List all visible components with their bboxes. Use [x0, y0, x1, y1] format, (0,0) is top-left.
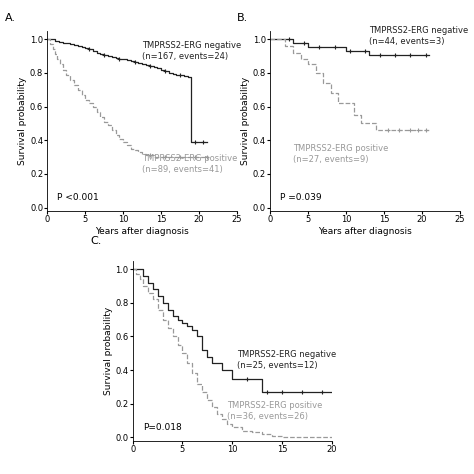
- Text: P =0.039: P =0.039: [280, 193, 321, 202]
- Y-axis label: Survival probability: Survival probability: [241, 77, 250, 165]
- Text: B.: B.: [237, 13, 248, 23]
- X-axis label: Years after diagnosis: Years after diagnosis: [318, 227, 412, 236]
- Y-axis label: Survival probability: Survival probability: [18, 77, 27, 165]
- Text: TMPRSS2-ERG negative
(n=167, events=24): TMPRSS2-ERG negative (n=167, events=24): [142, 41, 241, 61]
- Text: TMPRSS2-ERG positive
(n=27, events=9): TMPRSS2-ERG positive (n=27, events=9): [293, 144, 388, 164]
- Text: A.: A.: [5, 13, 16, 23]
- Text: C.: C.: [90, 236, 101, 246]
- Text: TMPRSS2-ERG positive
(n=36, events=26): TMPRSS2-ERG positive (n=36, events=26): [227, 401, 323, 420]
- Y-axis label: Survival probability: Survival probability: [103, 307, 112, 395]
- Text: P <0.001: P <0.001: [57, 193, 99, 202]
- Text: TMPRSS2-ERG negative
(n=25, events=12): TMPRSS2-ERG negative (n=25, events=12): [237, 350, 337, 370]
- Text: P=0.018: P=0.018: [143, 423, 182, 432]
- X-axis label: Years after diagnosis: Years after diagnosis: [95, 227, 189, 236]
- Text: TMPRSS2-ERG positive
(n=89, events=41): TMPRSS2-ERG positive (n=89, events=41): [142, 154, 237, 174]
- Text: TMPRSS2-ERG negative
(n=44, events=3): TMPRSS2-ERG negative (n=44, events=3): [369, 26, 468, 46]
